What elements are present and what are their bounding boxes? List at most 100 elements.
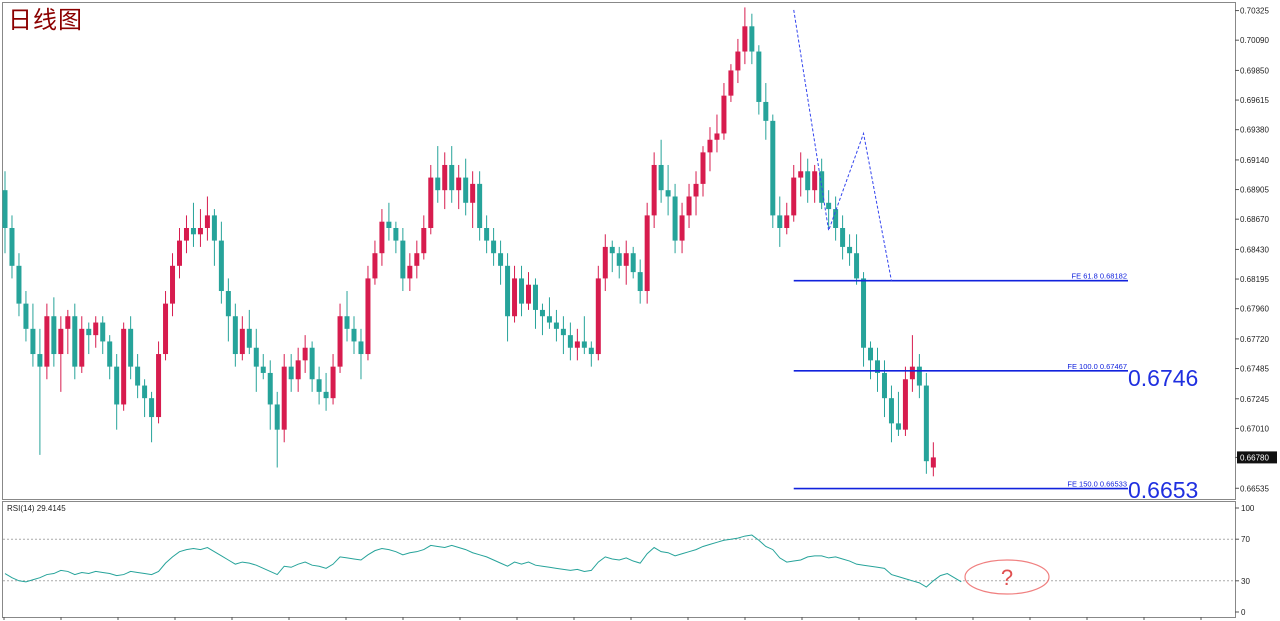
- candle-body: [456, 177, 462, 191]
- candle-body: [581, 341, 587, 348]
- price-tick-label: 0.70090: [1240, 36, 1269, 45]
- candle-body: [532, 284, 538, 310]
- rsi-tick-label: 0: [1241, 608, 1246, 617]
- price-tick-label: 0.68670: [1240, 215, 1269, 224]
- price-tick-label: 0.67485: [1240, 365, 1269, 374]
- candle-body: [909, 366, 915, 380]
- candle-body: [372, 253, 378, 279]
- candle-body: [51, 316, 57, 355]
- price-tick-label: 0.69380: [1240, 126, 1269, 135]
- candle-body: [449, 164, 455, 191]
- fe-label: FE 100.0 0.67467: [1067, 362, 1127, 371]
- candle-body: [393, 227, 399, 241]
- rsi-tick-label: 100: [1241, 504, 1255, 513]
- chart-title: 日线图: [8, 6, 83, 34]
- candle-body: [742, 26, 748, 52]
- candle-body: [665, 190, 671, 197]
- candle-body: [679, 215, 685, 241]
- candle-body: [686, 196, 692, 216]
- candle-body: [93, 322, 99, 336]
- candle-body: [505, 265, 511, 317]
- candle-body: [881, 372, 887, 399]
- price-tick-label: 0.68430: [1240, 245, 1269, 254]
- candle-body: [588, 347, 594, 355]
- candle-body: [470, 183, 476, 203]
- candle-body: [567, 335, 573, 348]
- candle-body: [923, 385, 929, 462]
- candle-body: [602, 246, 608, 279]
- rsi-line: [4, 534, 962, 588]
- fe-100-big-label: 0.6746: [1128, 365, 1199, 391]
- candle-body: [365, 278, 371, 355]
- candle-body: [379, 221, 385, 254]
- candle-body: [763, 101, 769, 121]
- candle-body: [644, 215, 650, 292]
- candle-body: [812, 171, 818, 191]
- candle-body: [637, 272, 643, 292]
- rsi-tick-label: 30: [1241, 577, 1250, 586]
- candle-body: [358, 341, 364, 355]
- candle-body: [170, 265, 176, 304]
- candle-body: [253, 347, 259, 367]
- candle-body: [847, 246, 853, 254]
- candle-body: [707, 139, 713, 153]
- candle-body: [30, 328, 36, 355]
- rsi-panel-frame: [2, 501, 1236, 618]
- candle-body: [791, 177, 797, 216]
- candle-body: [79, 328, 85, 367]
- candle-body: [149, 398, 155, 418]
- candle-body: [595, 278, 601, 355]
- candle-body: [142, 385, 148, 399]
- candle-body: [86, 328, 92, 336]
- candle-body: [868, 347, 874, 361]
- candle-body: [309, 347, 315, 380]
- price-tick-label: 0.70325: [1240, 7, 1269, 16]
- rsi-tick-label: 70: [1241, 535, 1250, 544]
- candle-body: [819, 171, 825, 203]
- candle-body: [442, 164, 448, 191]
- candle-body: [770, 120, 776, 216]
- price-panel-frame: [2, 2, 1236, 500]
- candle-body: [239, 328, 245, 355]
- fe-label: FE 61.8 0.68182: [1072, 272, 1127, 281]
- fe-150-big-label: 0.6653: [1128, 477, 1199, 503]
- candle-body: [211, 215, 217, 241]
- candle-body: [651, 164, 657, 216]
- candle-body: [463, 177, 469, 203]
- candle-body: [930, 457, 936, 468]
- question-mark: ?: [1001, 565, 1013, 590]
- candle-body: [323, 391, 329, 399]
- candle-body: [623, 253, 629, 266]
- candle-body: [854, 253, 860, 279]
- candle-body: [72, 316, 78, 367]
- candle-body: [107, 341, 113, 367]
- candle-body: [895, 423, 901, 430]
- candle-body: [798, 171, 804, 178]
- candle-body: [190, 227, 196, 235]
- candle-body: [2, 190, 8, 228]
- price-tick-label: 0.69140: [1240, 156, 1269, 165]
- candle-body: [260, 366, 266, 373]
- candle-body: [302, 347, 308, 361]
- candle-body: [400, 240, 406, 279]
- candle-body: [156, 354, 162, 418]
- candle-body: [330, 366, 336, 399]
- candle-body: [861, 278, 867, 348]
- candle-body: [756, 51, 762, 102]
- candle-body: [875, 360, 880, 373]
- rsi-title: RSI(14) 29.4145: [7, 504, 66, 513]
- candle-body: [37, 354, 43, 367]
- candle-body: [784, 215, 790, 228]
- price-tick-label: 0.67960: [1240, 305, 1269, 314]
- candle-body: [183, 227, 189, 241]
- question-ellipse: [964, 559, 1050, 595]
- candle-body: [477, 183, 483, 228]
- candle-body: [826, 202, 832, 210]
- candle-body: [616, 253, 622, 266]
- candle-body: [749, 26, 755, 52]
- current-price-box: [1237, 451, 1277, 464]
- candle-body: [218, 240, 224, 292]
- fe-label: FE 150.0 0.66533: [1067, 480, 1127, 489]
- candle-body: [526, 284, 531, 304]
- candle-body: [484, 227, 490, 241]
